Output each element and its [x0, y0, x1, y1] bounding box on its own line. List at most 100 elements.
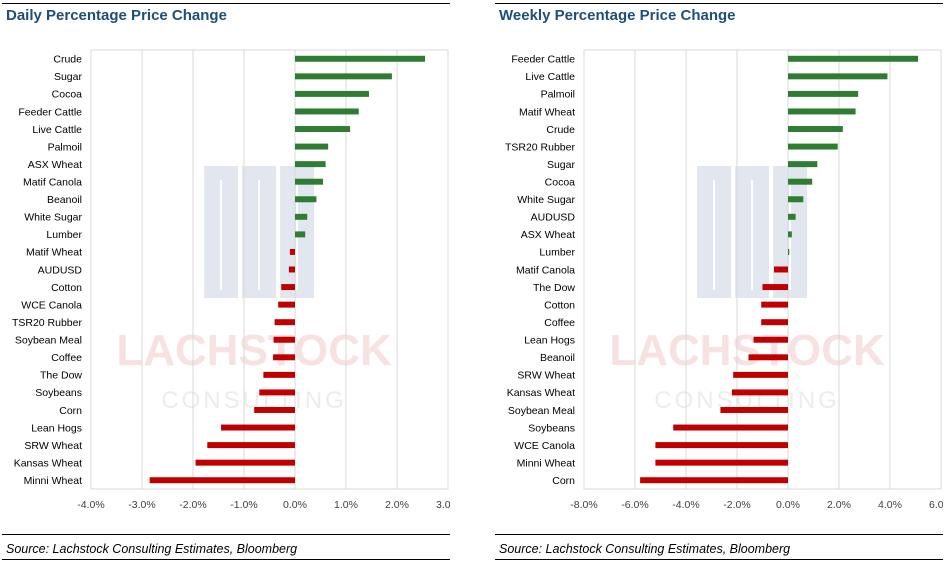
bar — [788, 196, 804, 203]
bar — [295, 73, 392, 80]
x-tick-label: -8.0% — [570, 499, 597, 511]
weekly-chart-panel: Weekly Percentage Price Change LACHSTOCK… — [495, 0, 943, 563]
bar — [295, 90, 369, 97]
y-category-label: AUDUSD — [531, 212, 576, 224]
bar — [788, 161, 818, 168]
source-rule-top — [495, 534, 943, 535]
y-category-label: Live Cattle — [525, 71, 575, 83]
x-tick-label: -2.0% — [723, 499, 750, 511]
y-category-label: The Dow — [533, 282, 575, 294]
y-category-label: TSR20 Rubber — [12, 317, 83, 329]
y-category-label: Cotton — [51, 282, 82, 294]
watermark-subtext: CONSULTING — [161, 387, 347, 414]
y-category-label: Palmoil — [48, 141, 82, 153]
y-category-label: Corn — [552, 475, 575, 487]
bar — [295, 126, 351, 133]
y-category-label: Coffee — [51, 352, 82, 364]
bar — [788, 126, 843, 133]
y-category-label: Palmoil — [541, 89, 575, 101]
y-category-label: Soybeans — [35, 387, 82, 399]
bar — [788, 213, 796, 220]
bar — [720, 406, 788, 413]
bar — [773, 266, 788, 273]
bar — [788, 108, 856, 115]
bar — [753, 336, 788, 343]
bar — [273, 336, 295, 343]
bar — [295, 55, 426, 62]
bar — [640, 477, 788, 484]
y-category-label: Cotton — [544, 299, 575, 311]
x-tick-label: -4.0% — [672, 499, 699, 511]
y-category-label: Crude — [546, 124, 575, 136]
y-category-label: TSR20 Rubber — [505, 141, 576, 153]
bar — [748, 354, 788, 361]
bar — [788, 178, 813, 185]
y-category-label: Sugar — [547, 159, 576, 171]
x-tick-label: 3.0% — [436, 499, 450, 511]
y-category-label: Cocoa — [52, 89, 83, 101]
bar — [655, 459, 788, 466]
bar — [733, 371, 788, 378]
bar — [295, 178, 324, 185]
bar — [761, 319, 788, 326]
bar — [281, 284, 295, 291]
bottom-rule — [2, 559, 450, 560]
bar — [788, 90, 859, 97]
watermark-text: LACHSTOCK — [116, 326, 392, 375]
y-category-label: Feeder Cattle — [511, 54, 575, 66]
y-category-label: Lean Hogs — [524, 335, 575, 347]
x-tick-label: 2.0% — [385, 499, 409, 511]
bar — [254, 406, 295, 413]
y-category-label: Coffee — [544, 317, 575, 329]
bottom-rule — [495, 559, 943, 560]
bar — [278, 301, 295, 308]
y-category-label: Kansas Wheat — [507, 387, 575, 399]
bar — [195, 459, 295, 466]
x-tick-label: 1.0% — [334, 499, 358, 511]
bar — [295, 196, 317, 203]
y-category-label: Matif Wheat — [26, 247, 82, 259]
y-category-label: Matif Canola — [23, 177, 82, 189]
x-tick-label: 0.0% — [776, 499, 800, 511]
y-category-label: ASX Wheat — [521, 229, 575, 241]
y-category-label: Lumber — [539, 247, 575, 259]
y-category-label: WCE Canola — [21, 299, 82, 311]
y-category-label: AUDUSD — [38, 264, 83, 276]
y-category-label: Cocoa — [545, 177, 576, 189]
x-tick-label: -4.0% — [77, 499, 104, 511]
x-tick-label: 2.0% — [827, 499, 851, 511]
x-tick-label: -1.0% — [230, 499, 257, 511]
bar — [762, 284, 788, 291]
y-category-label: Matif Canola — [516, 264, 575, 276]
bar — [655, 442, 788, 449]
x-tick-label: 6.0% — [929, 499, 943, 511]
y-category-label: White Sugar — [517, 194, 575, 206]
x-tick-label: -6.0% — [621, 499, 648, 511]
bar — [149, 477, 295, 484]
bar — [788, 143, 838, 150]
top-rule — [495, 3, 943, 4]
bar — [788, 73, 888, 80]
y-category-label: Feeder Cattle — [18, 106, 82, 118]
y-category-label: The Dow — [40, 370, 82, 382]
y-category-label: Corn — [59, 405, 82, 417]
y-category-label: Soybean Meal — [508, 405, 575, 417]
bar — [673, 424, 788, 431]
bar — [288, 266, 295, 273]
bar — [221, 424, 295, 431]
chart-title: Weekly Percentage Price Change — [499, 7, 736, 24]
watermark-text: LACHSTOCK — [609, 326, 885, 375]
y-category-label: Soybeans — [528, 422, 575, 434]
bar — [289, 248, 295, 255]
y-category-label: Kansas Wheat — [14, 457, 82, 469]
daily-chart-panel: Daily Percentage Price Change LACHSTOCK C… — [2, 0, 450, 563]
y-category-label: SRW Wheat — [24, 440, 82, 452]
y-category-label: Minni Wheat — [517, 457, 575, 469]
y-category-label: Beanoil — [540, 352, 575, 364]
y-category-label: WCE Canola — [514, 440, 575, 452]
bar — [295, 231, 306, 238]
y-category-label: Live Cattle — [32, 124, 82, 136]
bar — [295, 108, 359, 115]
bar — [731, 389, 788, 396]
